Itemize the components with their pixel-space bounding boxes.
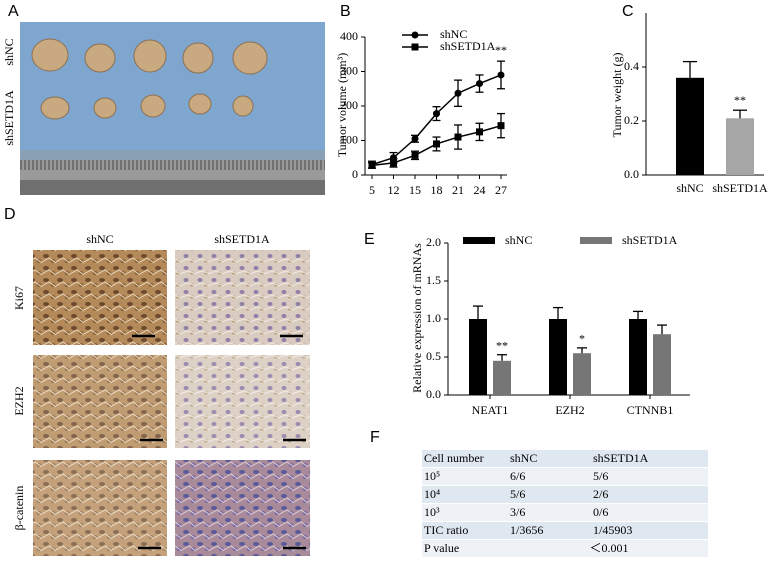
x-tick-label: 24 xyxy=(474,183,486,197)
bar xyxy=(493,360,511,395)
table-cell: 5/6 xyxy=(510,487,525,501)
row-label: shSETD1A xyxy=(2,90,16,146)
table-cell: 10³ xyxy=(424,505,440,519)
table-row xyxy=(422,468,708,485)
panel-label: E xyxy=(364,231,375,248)
table-cell: 3/6 xyxy=(510,505,525,519)
annotation: ** xyxy=(734,93,746,107)
x-tick-label: 18 xyxy=(431,183,443,197)
point xyxy=(476,80,483,88)
y-tick-label: 300 xyxy=(340,63,358,77)
annotation: ** xyxy=(496,338,508,352)
y-axis-label: Relative expression of mRNAs xyxy=(410,243,424,393)
table-row xyxy=(422,450,708,467)
bar xyxy=(653,334,671,395)
legend-label: shNC xyxy=(505,233,532,247)
y-tick-label: 0.0 xyxy=(426,387,441,401)
y-axis-label: Tumor volume (mm³) xyxy=(335,53,349,158)
point xyxy=(390,159,397,167)
y-axis-label: Tumor weight (g) xyxy=(610,53,624,138)
point xyxy=(433,140,440,148)
row-label: Ki67 xyxy=(12,286,26,310)
y-tick-label: 0 xyxy=(352,167,358,181)
table-cell: 6/6 xyxy=(510,469,525,483)
table-cell: P value xyxy=(424,541,459,555)
point xyxy=(454,89,462,97)
table-row xyxy=(422,522,708,539)
row-label: β-catenin xyxy=(12,486,26,531)
table-cell: 1/45903 xyxy=(593,523,632,537)
y-tick-label: 200 xyxy=(340,98,358,112)
legend-swatch xyxy=(580,237,612,244)
legend-marker xyxy=(411,43,419,51)
y-tick-label: 0.2 xyxy=(624,113,639,127)
x-tick-label: 27 xyxy=(495,183,507,197)
x-tick-label: shNC xyxy=(676,181,703,195)
point xyxy=(454,133,462,141)
column-label: shSETD1A xyxy=(214,232,270,246)
legend-swatch xyxy=(463,237,495,244)
x-tick-label: 15 xyxy=(409,183,421,197)
panel-label: B xyxy=(340,3,351,20)
point xyxy=(368,161,376,169)
bar xyxy=(726,118,754,175)
point xyxy=(433,110,440,118)
table-cell: Cell number xyxy=(424,451,484,465)
table-cell: 2/6 xyxy=(593,487,608,501)
row-label: shNC xyxy=(2,38,16,65)
y-tick-label: 100 xyxy=(340,132,358,146)
legend-marker xyxy=(411,31,419,39)
annotation: * xyxy=(579,332,585,346)
row-label: EZH2 xyxy=(12,386,26,415)
panel-label: F xyxy=(370,429,380,446)
annotation: ** xyxy=(495,43,507,57)
legend-label: shSETD1A xyxy=(622,233,678,247)
table-row xyxy=(422,540,708,557)
bar xyxy=(549,319,567,395)
x-tick-label: CTNNB1 xyxy=(627,403,674,417)
table-cell: 10⁵ xyxy=(424,469,440,483)
point xyxy=(411,151,419,159)
panel-label: D xyxy=(4,206,16,223)
ihc-images xyxy=(33,250,310,556)
tumor-photo xyxy=(20,22,325,195)
table-cell: TIC ratio xyxy=(424,523,468,537)
point xyxy=(497,71,505,79)
bar xyxy=(676,77,704,175)
x-tick-label: 21 xyxy=(452,183,464,197)
table-cell: shNC xyxy=(510,451,537,465)
bar xyxy=(573,353,591,395)
table-cell: 10⁴ xyxy=(424,487,440,501)
bar xyxy=(469,319,487,395)
y-tick-label: 0.4 xyxy=(624,59,639,73)
table-cell: ＜0.001 xyxy=(589,541,628,555)
table-row xyxy=(422,486,708,503)
point xyxy=(476,128,483,136)
panel-label: C xyxy=(622,3,634,20)
x-tick-label: NEAT1 xyxy=(472,403,509,417)
y-tick-label: 1.5 xyxy=(426,273,441,287)
column-label: shNC xyxy=(86,232,113,246)
y-tick-label: 0.5 xyxy=(426,349,441,363)
x-tick-label: 12 xyxy=(388,183,400,197)
table-cell: 1/3656 xyxy=(510,523,543,537)
table-row xyxy=(422,504,708,521)
table-cell: 5/6 xyxy=(593,469,608,483)
y-tick-label: 0.0 xyxy=(624,167,639,181)
point xyxy=(497,122,505,130)
x-tick-label: shSETD1A xyxy=(712,181,768,195)
panel-label: A xyxy=(8,3,19,20)
table-cell: 0/6 xyxy=(593,505,608,519)
legend-label: shSETD1A xyxy=(440,39,496,53)
y-tick-label: 2.0 xyxy=(426,235,441,249)
point xyxy=(411,135,419,143)
table-cell: shSETD1A xyxy=(593,451,649,465)
bar xyxy=(629,319,647,395)
x-tick-label: 5 xyxy=(369,183,375,197)
y-tick-label: 1.0 xyxy=(426,311,441,325)
x-tick-label: EZH2 xyxy=(555,403,584,417)
y-tick-label: 400 xyxy=(340,29,358,43)
legend-label: shNC xyxy=(440,27,467,41)
